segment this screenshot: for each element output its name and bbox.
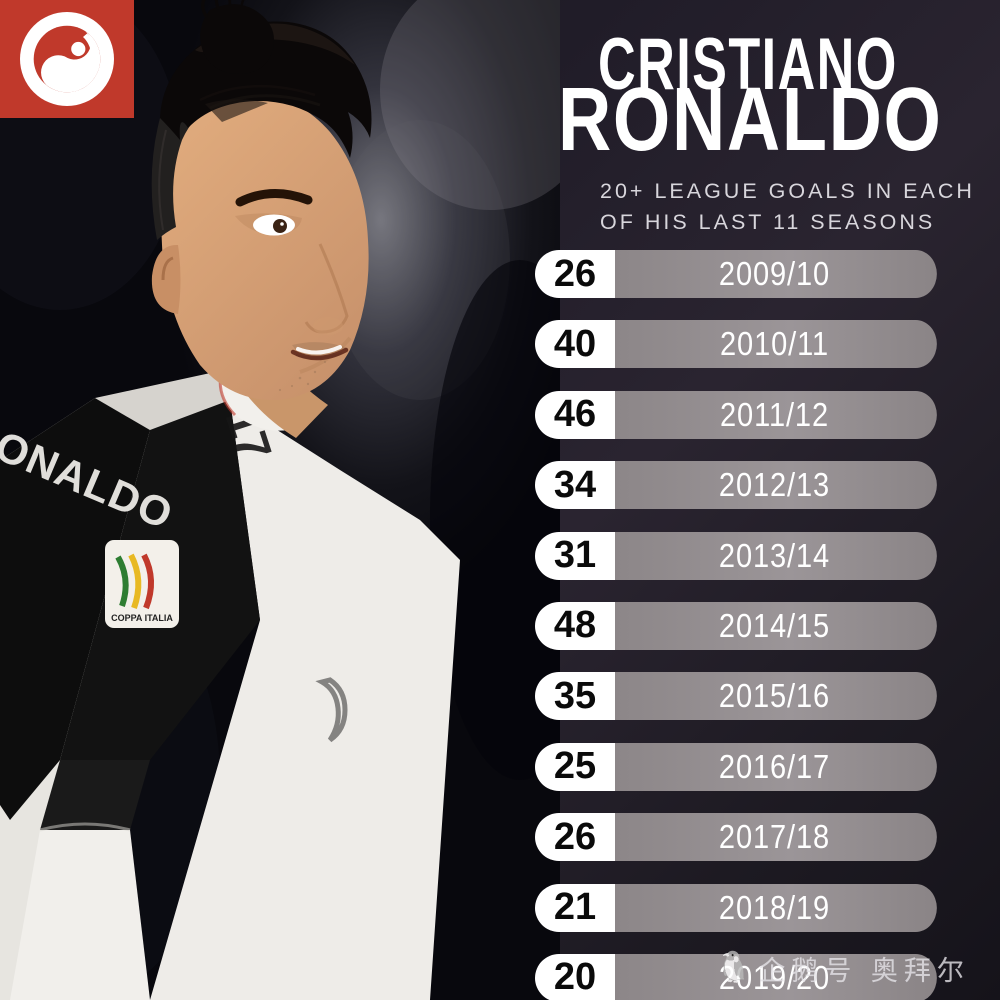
svg-text:COPPA ITALIA: COPPA ITALIA	[111, 613, 173, 623]
